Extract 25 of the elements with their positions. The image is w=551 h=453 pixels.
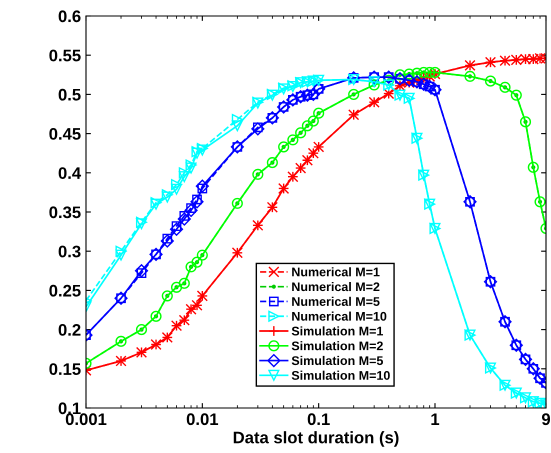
legend-label: Numerical M=2 bbox=[292, 282, 380, 292]
y-tick-label: 0.35 bbox=[49, 206, 81, 218]
y-tick-label: 0.5 bbox=[58, 88, 81, 101]
y-tick-label: 0.3 bbox=[58, 246, 81, 258]
y-tick-label: 0.4 bbox=[58, 167, 82, 180]
x-tick-label: 0.01 bbox=[186, 413, 218, 426]
y-tick-label: 0.45 bbox=[49, 128, 81, 140]
legend-label: Simulation M=1 bbox=[292, 326, 384, 336]
y-tick-label: 0.2 bbox=[58, 324, 80, 336]
x-tick-label: 9 bbox=[542, 413, 550, 426]
x-tick-label: 0.1 bbox=[308, 413, 330, 426]
legend-label: Simulation M=2 bbox=[292, 341, 383, 350]
legend-label: Numerical M=1 bbox=[292, 267, 380, 276]
y-tick-label: 0.55 bbox=[49, 50, 81, 62]
x-tick-label: 0.001 bbox=[66, 413, 106, 426]
legend-label: Simulation M=5 bbox=[292, 356, 384, 366]
legend-label: Simulation M=10 bbox=[292, 370, 390, 380]
x-tick-label: 1 bbox=[431, 413, 440, 425]
y-tick-label: 0.15 bbox=[49, 363, 81, 376]
x-axis-title: Data slot duration (s) bbox=[234, 431, 399, 447]
legend-label: Numerical M=10 bbox=[292, 312, 386, 321]
y-tick-label: 0.25 bbox=[49, 284, 81, 297]
y-tick-label: 0.1 bbox=[58, 402, 81, 414]
legend-label: Numerical M=5 bbox=[292, 296, 380, 306]
y-tick-label: 0.6 bbox=[58, 10, 81, 22]
